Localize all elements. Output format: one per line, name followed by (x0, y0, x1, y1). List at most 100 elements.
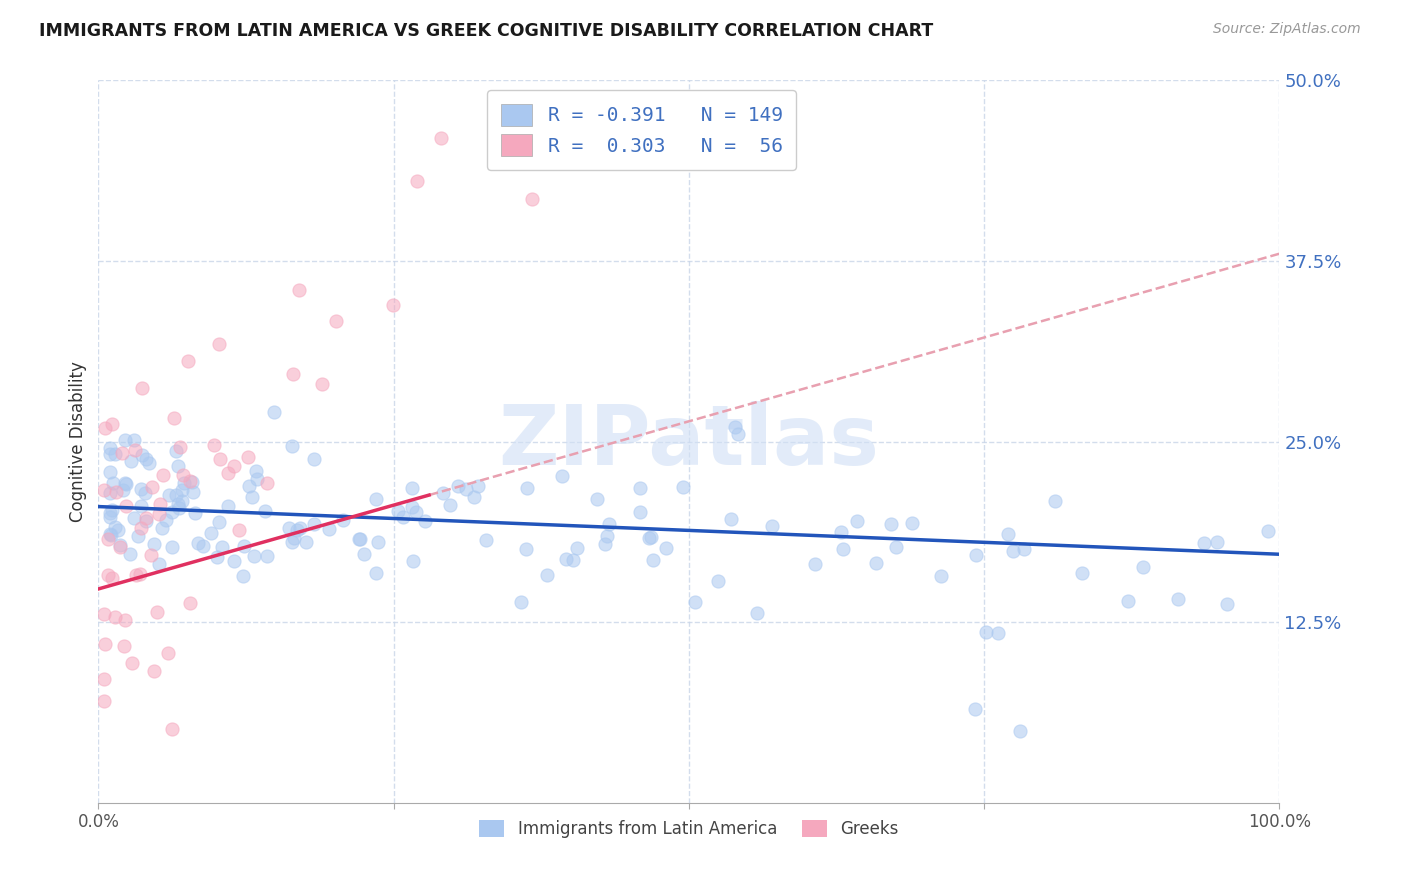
Point (555, 551, 578, 566)
Point (98, 441, 121, 455)
Point (208, 451, 231, 466)
Point (131, 448, 153, 462)
Text: Source: ZipAtlas.com: Source: ZipAtlas.com (1213, 22, 1361, 37)
Point (515, 541, 537, 556)
Point (129, 521, 152, 535)
Point (112, 639, 135, 653)
Point (846, 514, 869, 528)
Point (208, 516, 231, 530)
Point (401, 481, 423, 495)
Point (401, 500, 423, 514)
Point (628, 505, 651, 519)
Point (804, 557, 827, 571)
Point (104, 609, 127, 624)
Point (295, 534, 318, 549)
Point (176, 354, 198, 368)
Point (179, 474, 201, 488)
Point (727, 427, 749, 442)
Point (281, 367, 304, 381)
Point (974, 624, 997, 639)
Point (93, 607, 115, 621)
Point (157, 488, 180, 502)
Point (138, 456, 160, 470)
Point (114, 614, 136, 628)
Point (205, 550, 228, 565)
Point (900, 516, 922, 531)
Point (108, 540, 131, 554)
Point (285, 524, 308, 538)
Point (536, 568, 558, 582)
Point (134, 485, 156, 500)
Point (181, 485, 204, 500)
Point (628, 481, 651, 495)
Point (475, 533, 498, 547)
Point (163, 411, 186, 425)
Point (200, 525, 222, 540)
Point (283, 531, 305, 545)
Point (256, 549, 278, 563)
Point (430, 131, 453, 145)
Point (702, 131, 724, 145)
Point (1001, 543, 1024, 558)
Point (124, 510, 146, 524)
Point (124, 442, 146, 457)
Point (1192, 536, 1215, 550)
Point (467, 479, 489, 493)
Point (302, 516, 325, 531)
Point (516, 481, 538, 495)
Point (141, 548, 163, 562)
Point (332, 513, 354, 527)
Point (111, 446, 134, 460)
Point (211, 541, 233, 555)
Point (149, 497, 172, 511)
Point (120, 454, 142, 468)
Point (162, 723, 184, 737)
Point (100, 528, 122, 542)
Point (311, 376, 333, 391)
Point (551, 469, 574, 483)
Point (181, 475, 204, 489)
Point (125, 567, 148, 582)
Point (596, 529, 619, 543)
Point (240, 490, 263, 504)
Point (179, 596, 201, 610)
Point (202, 438, 225, 452)
Point (98, 465, 121, 479)
Point (114, 434, 136, 448)
Point (160, 540, 183, 554)
Point (463, 490, 485, 504)
Point (641, 552, 664, 566)
Point (166, 458, 188, 473)
Point (510, 595, 533, 609)
Point (965, 702, 987, 716)
Point (391, 510, 413, 524)
Point (101, 417, 124, 431)
Point (131, 482, 153, 496)
Point (160, 505, 183, 519)
Point (349, 533, 371, 547)
Point (761, 518, 783, 533)
Point (884, 540, 907, 554)
Point (382, 298, 405, 312)
Text: IMMIGRANTS FROM LATIN AMERICA VS GREEK COGNITIVE DISABILITY CORRELATION CHART: IMMIGRANTS FROM LATIN AMERICA VS GREEK C… (39, 22, 934, 40)
Point (349, 532, 371, 546)
Point (170, 493, 193, 508)
Point (228, 523, 250, 537)
Point (997, 527, 1019, 541)
Point (236, 450, 259, 464)
Point (157, 646, 180, 660)
Point (683, 595, 706, 609)
Point (318, 522, 340, 536)
Point (217, 499, 239, 513)
Point (586, 491, 609, 506)
Point (288, 283, 311, 297)
Point (387, 504, 409, 518)
Point (1043, 493, 1066, 508)
Point (232, 539, 254, 553)
Point (929, 569, 952, 583)
Point (638, 531, 661, 545)
Point (105, 484, 128, 499)
Text: ZIPatlas: ZIPatlas (499, 401, 879, 482)
Point (97, 568, 120, 582)
Point (224, 458, 246, 473)
